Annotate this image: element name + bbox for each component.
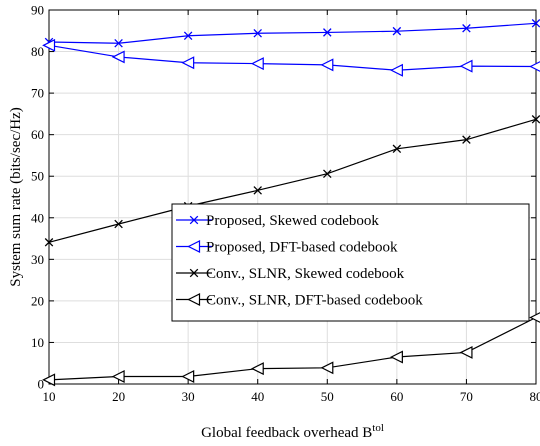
x-tick-label: 80 [530,389,540,404]
series-1 [44,19,540,48]
data-point [390,63,403,77]
y-tick-label: 60 [31,127,44,142]
series-line [48,44,537,71]
series-line [48,22,537,44]
x-tick-label: 70 [460,389,473,404]
y-tick-label: 40 [31,210,44,225]
data-point [250,57,264,71]
data-point [529,61,540,72]
x-tick-label: 30 [182,389,195,404]
y-tick-label: 30 [31,252,44,267]
legend-label: Proposed, Skewed codebook [206,213,379,229]
x-tick-label: 20 [112,389,125,404]
data-point [181,56,195,70]
legend-label: Conv., SLNR, DFT-based codebook [206,293,423,309]
data-point [320,361,334,375]
y-tick-label: 90 [31,3,44,18]
series-4 [42,312,540,387]
x-axis-title-superscript: tol [372,422,384,434]
series-group [42,19,540,387]
data-point [392,144,402,154]
legend-item: Proposed, DFT-based codebook [176,240,398,256]
data-point [42,38,56,52]
legend-box [171,203,530,322]
legend-item: Conv., SLNR, DFT-based codebook [176,293,423,309]
legend-marker [187,293,201,306]
x-tick-label: 40 [251,389,264,404]
data-point [323,169,332,178]
data-point [111,50,125,64]
data-point [183,31,193,41]
data-point [253,186,262,195]
data-point [111,370,125,383]
legend-item: Conv., SLNR, Skewed codebook [176,266,405,282]
data-point [531,115,540,124]
data-point [462,135,471,144]
series-line [48,316,537,381]
y-tick-label: 0 [38,377,45,392]
data-point [462,24,471,33]
legend-item: Proposed, Skewed codebook [176,213,379,229]
series-line [48,118,537,243]
x-axis-title-main: Global feedback overhead B [201,425,372,441]
data-point [44,238,54,247]
legend-marker [189,268,199,278]
data-point [529,312,540,323]
x-tick-label: 10 [43,389,56,404]
data-point [392,26,402,36]
data-point [459,345,473,359]
legend-label: Proposed, DFT-based codebook [206,240,398,256]
data-point [42,373,56,387]
legend-marker [189,215,199,225]
data-point [253,29,262,38]
series-3 [44,115,540,247]
legend: Proposed, Skewed codebook Proposed, DFT-b… [171,203,530,322]
data-point [250,362,264,376]
data-point [114,219,123,229]
data-point [459,59,473,73]
data-point [323,28,332,37]
data-point [181,370,195,383]
legend-marker [187,240,201,253]
series-2 [42,38,540,77]
x-tick-label: 50 [321,389,334,404]
x-axis-title: Global feedback overhead Btol [201,422,384,441]
data-point [390,350,403,364]
plot-area [48,9,537,385]
data-point [320,58,334,72]
data-point [531,19,540,28]
y-tick-label: 20 [31,293,44,308]
y-tick-label: 10 [31,335,44,350]
y-tick-label: 50 [31,169,44,184]
legend-label: Conv., SLNR, Skewed codebook [206,266,405,282]
x-tick-label: 60 [390,389,403,404]
y-tick-label: 80 [31,44,44,59]
data-point [114,38,123,48]
y-tick-label: 70 [31,86,44,101]
y-axis-title: System sum rate (bits/sec/Hz) [8,107,24,287]
